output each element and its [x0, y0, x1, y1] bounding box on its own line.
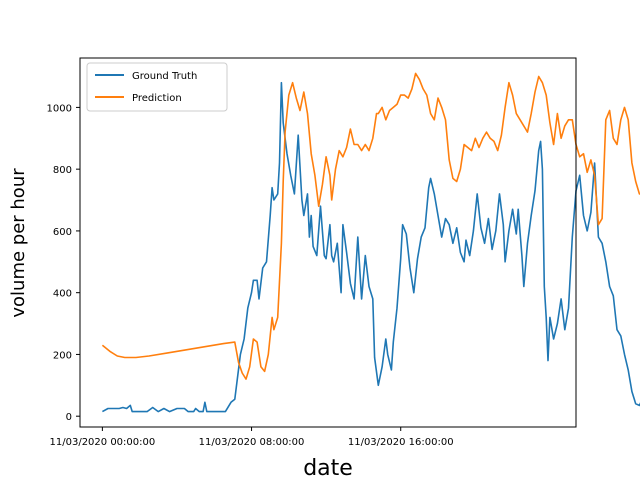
legend-label-prediction: Prediction [132, 93, 182, 104]
legend: Ground Truth Prediction [86, 62, 228, 112]
y-axis-label: volume per hour [8, 168, 29, 318]
series-line-ground-truth [102, 81, 640, 413]
legend-label-ground-truth: Ground Truth [132, 71, 197, 82]
y-tick-label: 0 [66, 412, 72, 423]
axes-frame [79, 57, 577, 428]
x-axis-label: date [303, 456, 353, 480]
series-layer [101, 72, 640, 413]
y-tick-label: 600 [53, 227, 72, 238]
x-tick-label: 11/03/2020 16:00:00 [348, 437, 454, 448]
x-tick-label: 11/03/2020 00:00:00 [50, 437, 156, 448]
series-line-prediction [101, 72, 640, 380]
ticks-layer: 0 200 400 600 800 1000 11/03/2020 00:00:00 11/0… [47, 103, 454, 448]
y-tick-label: 1000 [47, 103, 72, 114]
y-tick-label: 200 [53, 350, 72, 361]
axes-layer [79, 57, 577, 428]
x-tick-label: 11/03/2020 08:00:00 [199, 437, 305, 448]
y-tick-label: 400 [53, 289, 72, 300]
y-tick-label: 800 [53, 165, 72, 176]
